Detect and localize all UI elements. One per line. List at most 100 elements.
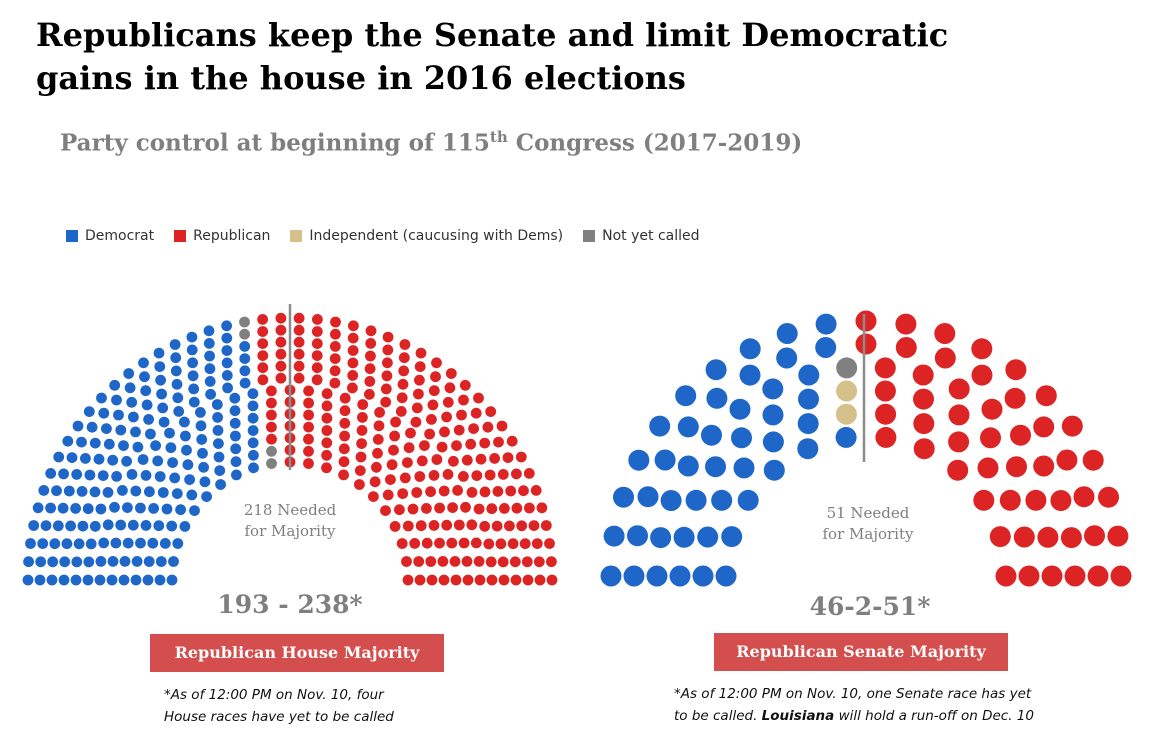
house-seat — [107, 454, 119, 466]
house-seat — [154, 471, 166, 482]
house-seat — [135, 537, 146, 549]
house-seat — [447, 502, 458, 513]
senate-footnote-state: Louisiana — [761, 708, 835, 724]
house-seat — [523, 468, 535, 479]
senate-seat — [1005, 359, 1027, 381]
house-seat — [411, 402, 423, 414]
senate-seat — [692, 565, 714, 587]
house-seat — [115, 519, 127, 531]
senate-seat — [995, 565, 1017, 587]
house-seat — [130, 574, 142, 586]
senate-seat — [613, 486, 634, 508]
senate-seat — [776, 347, 798, 369]
senate-seat — [715, 565, 737, 587]
senate-seat — [762, 404, 784, 426]
house-seat — [458, 394, 469, 406]
house-seat — [466, 519, 478, 531]
house-seat — [407, 503, 419, 515]
house-seat — [70, 574, 82, 586]
senate-seat — [874, 380, 896, 402]
senate-seat — [701, 424, 722, 446]
senate-seat — [977, 457, 999, 479]
house-seat — [402, 457, 413, 468]
house-seat — [303, 458, 314, 469]
senate-seat — [815, 337, 837, 358]
house-seat — [155, 374, 167, 386]
house-seat — [386, 459, 398, 471]
house-seat — [230, 443, 242, 455]
house-seat — [257, 338, 269, 349]
house-seat — [95, 556, 107, 567]
house-seat — [84, 469, 96, 481]
house-seat — [434, 502, 445, 514]
house-seat — [126, 396, 138, 408]
house-seat — [239, 377, 251, 389]
senate-seat — [1087, 565, 1109, 587]
senate-seat — [797, 438, 819, 460]
house-seat — [382, 344, 394, 356]
senate-footnote-text: to be called. — [674, 708, 762, 724]
house-seat — [438, 574, 450, 586]
house-seat — [170, 352, 182, 364]
house-seat — [102, 487, 114, 498]
house-seat — [496, 420, 508, 432]
senate-seat — [1084, 525, 1105, 547]
house-seat — [396, 392, 408, 404]
house-seat — [465, 438, 477, 450]
house-seat — [182, 459, 194, 471]
senate-seat — [675, 385, 697, 407]
house-seat — [186, 331, 198, 343]
house-seat — [330, 316, 341, 328]
house-seat — [45, 502, 56, 514]
house-seat — [23, 556, 34, 568]
house-seat — [132, 441, 144, 453]
house-seat — [175, 504, 187, 516]
house-seat — [169, 472, 181, 484]
house-seat — [266, 458, 277, 469]
senate-seat — [1033, 455, 1055, 477]
house-seat — [354, 479, 365, 490]
house-seat — [311, 362, 323, 374]
house-seat — [266, 421, 277, 433]
house-seat — [347, 370, 359, 381]
senate-seat — [1037, 526, 1059, 548]
senate-seat — [989, 526, 1011, 548]
house-seat — [439, 426, 450, 438]
senate-majority-label-line1: 51 Needed — [826, 504, 910, 522]
senate-seat — [835, 403, 857, 425]
senate-seat — [797, 413, 819, 435]
senate-seat — [798, 364, 820, 386]
house-seat — [531, 538, 543, 549]
house-seat — [380, 505, 391, 516]
house-seat — [109, 379, 121, 391]
house-seat — [365, 338, 377, 349]
house-seat — [446, 537, 458, 549]
senate-seat — [913, 388, 934, 410]
legend-swatch-independent — [290, 230, 303, 242]
house-seat — [247, 425, 259, 436]
house-seat — [247, 437, 259, 449]
house-seat — [275, 360, 287, 372]
house-seat — [389, 521, 401, 532]
house-footnote: *As of 12:00 PM on Nov. 10, four House r… — [164, 684, 464, 728]
house-seat — [97, 470, 109, 481]
house-seat — [398, 365, 410, 377]
house-seat — [70, 503, 81, 514]
legend-swatch-republican — [174, 230, 187, 242]
house-seat — [427, 399, 439, 411]
house-seat — [303, 421, 314, 433]
house-seat — [212, 425, 224, 436]
house-seat — [230, 456, 242, 468]
senate-score: 46-2-51* — [809, 592, 931, 621]
senate-seat — [649, 415, 671, 437]
house-seat — [142, 574, 154, 586]
house-seat — [461, 454, 473, 466]
house-footnote-line1: *As of 12:00 PM on Nov. 10, four — [164, 687, 384, 703]
senate-seat — [673, 526, 695, 548]
legend: Democrat Republican Independent (caucusi… — [66, 228, 700, 244]
house-seat — [436, 441, 448, 453]
house-seat — [188, 396, 200, 408]
house-seat — [52, 520, 64, 532]
house-seat — [453, 424, 465, 436]
house-seat — [212, 412, 224, 423]
